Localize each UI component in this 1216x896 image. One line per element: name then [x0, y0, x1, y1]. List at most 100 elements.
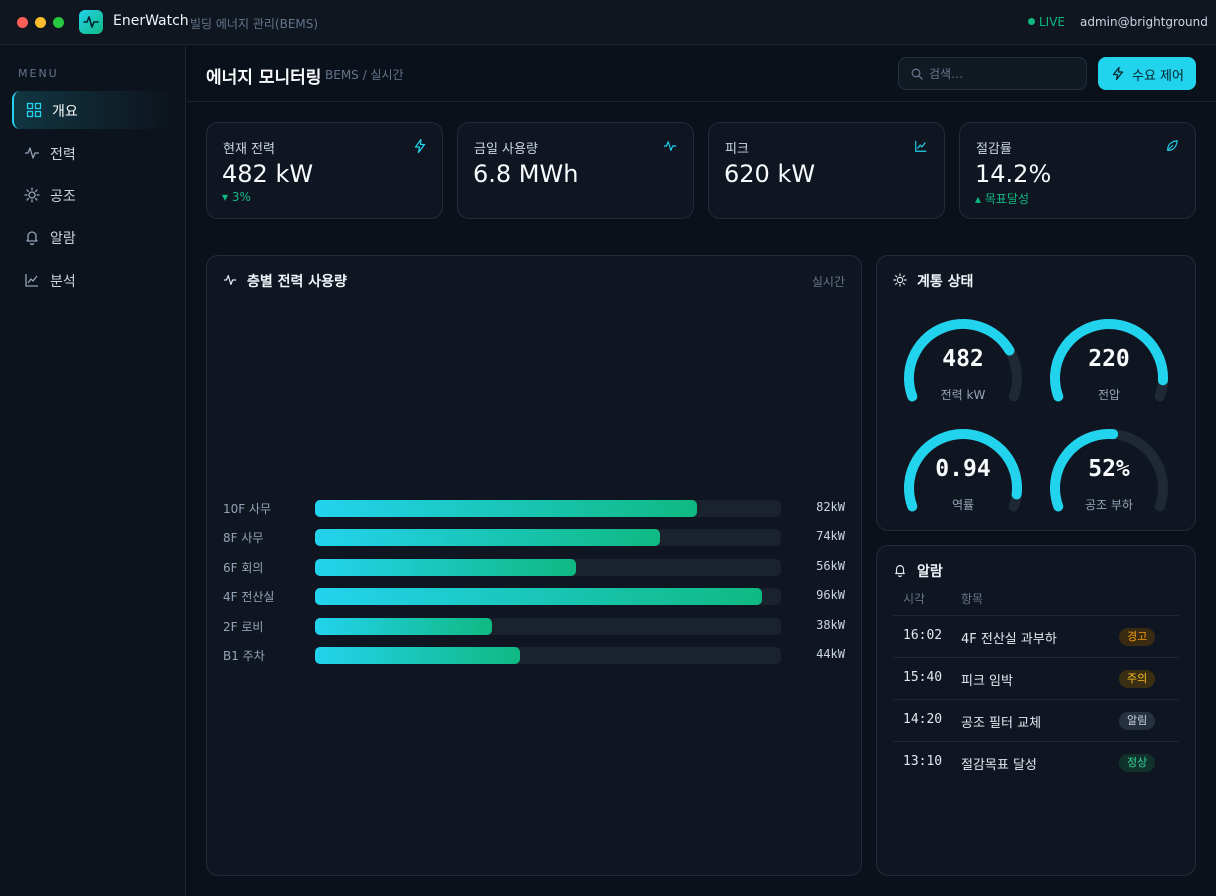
kpi-card-current-power: 현재 전력 482 kW ▾ 3%	[206, 122, 443, 219]
window-titlebar: EnerWatch 빌딩 에너지 관리(BEMS) LIVE admin@bri…	[0, 0, 1216, 45]
demand-control-label: 수요 제어	[1132, 69, 1184, 84]
kpi-value: 14.2%	[975, 160, 1052, 188]
gauge-fill	[1050, 319, 1168, 402]
floor-bar-label: 8F 사무	[223, 531, 264, 545]
alert-item: 절감목표 달성	[961, 758, 1037, 773]
chart-line-icon	[915, 140, 927, 152]
alert-item: 공조 필터 교체	[961, 716, 1042, 731]
floor-bar-label: 2F 로비	[223, 620, 264, 634]
gauge-arc	[1050, 428, 1168, 512]
floor-bar[interactable]	[315, 647, 520, 664]
sidebar: MENU 개요 전력 공조 알람 분석	[0, 46, 186, 896]
gauge: 0.94 역률	[893, 422, 1033, 522]
user-account[interactable]: admin@brightground	[1080, 15, 1208, 29]
alert-row[interactable]: 14:20 공조 필터 교체 알림	[893, 699, 1179, 741]
breadcrumb: BEMS / 실시간	[325, 68, 404, 82]
gauge: 52% 공조 부하	[1039, 422, 1179, 522]
search-input[interactable]	[929, 64, 1079, 84]
floor-bar-label: 10F 사무	[223, 502, 272, 516]
app-name: EnerWatch	[113, 13, 189, 29]
app-subtitle: 빌딩 에너지 관리(BEMS)	[190, 17, 319, 31]
floor-bar-value: 82kW	[816, 500, 845, 514]
floor-bar-value: 56kW	[816, 559, 845, 573]
floor-bar[interactable]	[315, 500, 697, 517]
bolt-icon	[1112, 67, 1124, 80]
bell-icon	[895, 565, 905, 577]
alert-time: 13:10	[903, 754, 943, 769]
floor-bar-label: B1 주차	[223, 649, 265, 663]
floor-bar[interactable]	[315, 588, 762, 605]
status-badge: 주의	[1119, 670, 1156, 688]
page-header: 에너지 모니터링 BEMS / 실시간 수요 제어	[187, 46, 1216, 102]
floor-bar-track	[315, 647, 781, 664]
status-badge: 경고	[1119, 628, 1156, 646]
app-logo	[79, 10, 103, 34]
sidebar-item-label: 전력	[50, 147, 76, 163]
gauge-value: 0.94	[935, 456, 991, 482]
gauge-label: 공조 부하	[1085, 498, 1133, 512]
floor-bar[interactable]	[315, 618, 492, 635]
alert-row[interactable]: 16:02 4F 전산실 과부하 경고	[893, 615, 1179, 657]
grid-icon	[26, 102, 42, 118]
gauge: 482 전력 kW	[893, 312, 1033, 412]
column-header-time: 시각	[903, 592, 926, 606]
floor-bar[interactable]	[315, 529, 660, 546]
bolt-icon	[414, 139, 426, 153]
search-icon	[911, 68, 923, 80]
floor-bar-track	[315, 618, 781, 635]
floor-bar-track	[315, 559, 781, 576]
floor-bar-value: 96kW	[816, 588, 845, 602]
gauge-label: 역률	[951, 498, 975, 512]
close-window-button[interactable]	[17, 17, 28, 28]
gauge-value: 482	[942, 346, 984, 372]
sidebar-item-alarms[interactable]: 알람	[12, 218, 174, 256]
live-status: LIVE	[1028, 15, 1065, 29]
floor-bar-value: 74kW	[816, 529, 845, 543]
kpi-delta: ▴ 목표달성	[975, 192, 1029, 206]
minimize-window-button[interactable]	[35, 17, 46, 28]
sidebar-item-power[interactable]: 전력	[12, 134, 174, 172]
leaf-icon	[1167, 140, 1178, 151]
status-badge: 정상	[1119, 754, 1156, 772]
pulse-icon	[223, 275, 237, 285]
sidebar-item-overview[interactable]: 개요	[12, 91, 174, 129]
live-label: LIVE	[1039, 15, 1066, 29]
floor-bar-label: 6F 회의	[223, 561, 264, 575]
menu-label: MENU	[18, 67, 59, 80]
search-box[interactable]	[898, 57, 1087, 90]
system-status-panel: 계통 상태 482 전력 kW 220 전압 0.94 역률 52% 공조 부하	[876, 255, 1196, 531]
gauge-arc	[904, 318, 1022, 402]
alert-time: 15:40	[903, 670, 943, 685]
sidebar-item-label: 공조	[50, 189, 76, 205]
alert-row[interactable]: 15:40 피크 임박 주의	[893, 657, 1179, 699]
pulse-icon	[83, 16, 99, 28]
sidebar-item-label: 알람	[50, 231, 76, 247]
floor-bar-track	[315, 500, 781, 517]
alert-row[interactable]: 13:10 절감목표 달성 정상	[893, 741, 1179, 783]
floor-bar-track	[315, 529, 781, 546]
sidebar-item-analysis[interactable]: 분석	[12, 261, 174, 299]
kpi-card-savings-rate: 절감률 14.2% ▴ 목표달성	[959, 122, 1196, 219]
demand-control-button[interactable]: 수요 제어	[1098, 57, 1196, 90]
maximize-window-button[interactable]	[53, 17, 64, 28]
pulse-icon	[663, 141, 677, 151]
alerts-panel-title: 알람	[917, 564, 943, 580]
live-dot-icon	[1028, 18, 1035, 25]
kpi-value: 482 kW	[222, 160, 314, 188]
bell-icon	[26, 231, 38, 245]
gauge-arc	[1050, 318, 1168, 402]
sidebar-item-hvac[interactable]: 공조	[12, 176, 174, 214]
kpi-label: 절감률	[976, 142, 1012, 157]
floor-bar-value: 44kW	[816, 647, 845, 661]
pulse-icon	[25, 147, 39, 159]
status-badge: 알림	[1119, 712, 1156, 730]
floor-bar[interactable]	[315, 559, 576, 576]
column-header-item: 항목	[961, 592, 984, 606]
floor-power-panel: 층별 전력 사용량 실시간 10F 사무 82kW 8F 사무 74kW 6F 회의 56…	[206, 255, 862, 876]
floor-bar-label: 4F 전산실	[223, 590, 275, 604]
sidebar-item-label: 개요	[52, 104, 78, 120]
alert-time: 14:20	[903, 712, 943, 727]
kpi-value: 6.8 MWh	[473, 160, 579, 188]
gauge-label: 전압	[1097, 388, 1121, 402]
gauge-arc	[904, 428, 1022, 512]
